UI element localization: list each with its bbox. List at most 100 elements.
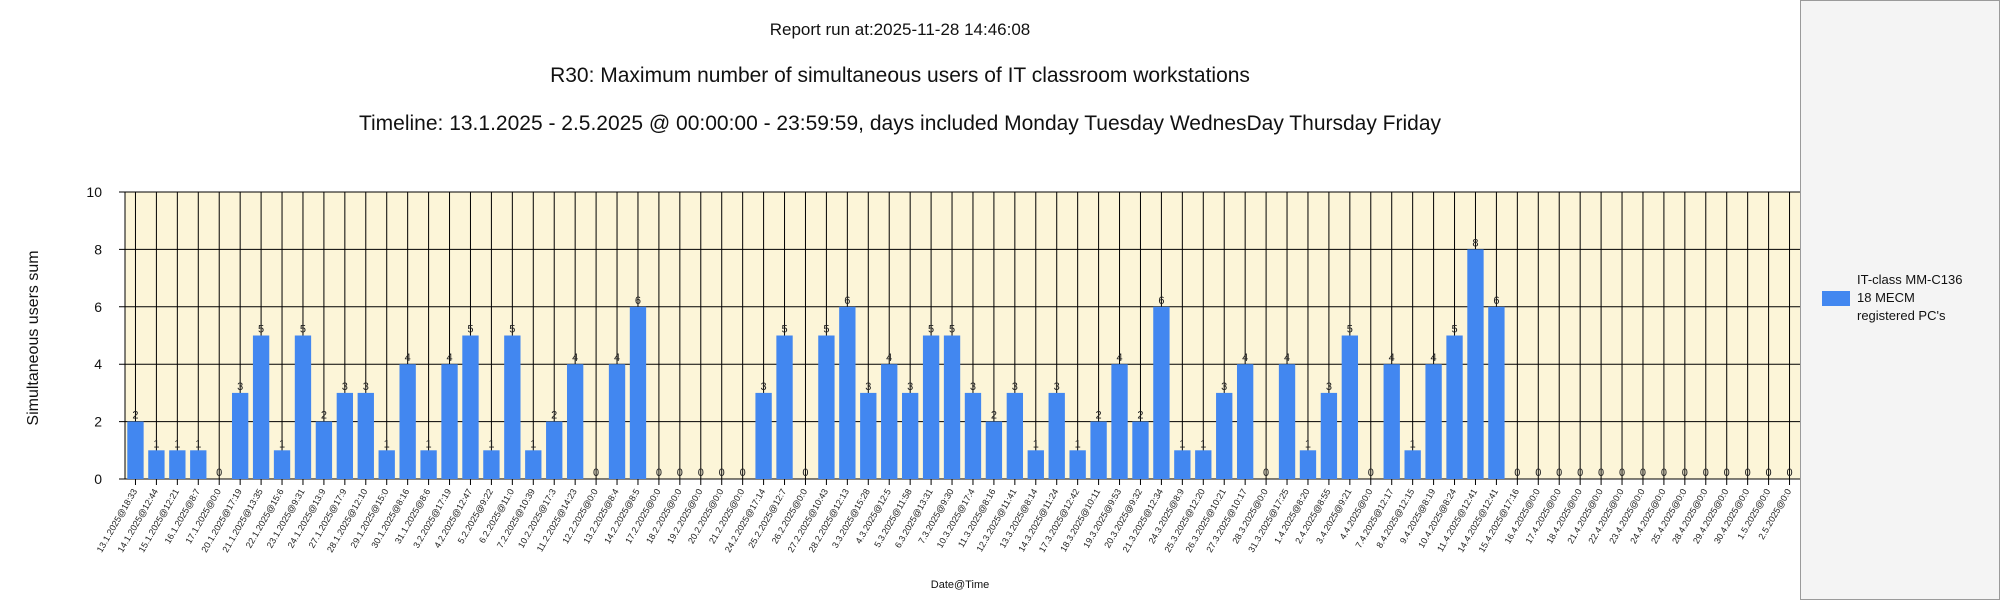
y-tick-label: 0 (94, 471, 102, 487)
bar-value-label: 3 (761, 381, 767, 393)
y-tick-label: 6 (94, 299, 102, 315)
bar (1216, 392, 1233, 479)
bar (629, 306, 647, 479)
bar-value-label: 5 (823, 324, 829, 336)
bar-value-label: 6 (844, 295, 850, 307)
report-run-time: Report run at:2025-11-28 14:46:08 (769, 20, 1031, 39)
bar-value-label: 4 (405, 352, 411, 364)
bar (1446, 335, 1463, 479)
bar (1048, 392, 1065, 479)
bar-value-label: 5 (509, 324, 515, 336)
bar-value-label: 0 (740, 467, 746, 479)
bar (546, 421, 563, 479)
bar-value-label: 0 (719, 467, 725, 479)
bar-value-label: 1 (153, 438, 159, 450)
y-tick-label: 10 (86, 184, 102, 200)
bar-value-label: 4 (1116, 352, 1122, 364)
bar-value-label: 1 (1200, 438, 1206, 450)
bar-value-labels: 2 1 1 1 0 3 5 1 5 2 3 3 1 4 1 4 5 1 5 1 2 4 0 4 6 0 0 0 0 0 3 5 0 5 6 3 4 3 5 5… (132, 237, 1792, 479)
bar-value-label: 3 (1221, 381, 1227, 393)
bar (1488, 306, 1505, 479)
legend-swatch (1822, 291, 1850, 306)
bar-value-label: 3 (865, 381, 871, 393)
bar (357, 392, 374, 479)
bar-value-label: 1 (174, 438, 180, 450)
bar (1027, 450, 1044, 479)
y-tick-label: 2 (94, 414, 102, 430)
bar-value-label: 6 (1158, 295, 1164, 307)
bar-value-label: 1 (279, 438, 285, 450)
bar (252, 335, 270, 479)
bar-value-label: 0 (1514, 467, 1520, 479)
bar (922, 335, 940, 479)
bar-value-label: 5 (949, 324, 955, 336)
legend-label: IT-class MM-C136 18 MECM registered PC's (1857, 272, 1963, 323)
bar (1132, 421, 1149, 479)
bar-value-label: 1 (1179, 438, 1185, 450)
bar-value-label: 0 (1556, 467, 1562, 479)
x-axis-title: Date@Time (931, 579, 989, 591)
bar-value-label: 4 (1242, 352, 1248, 364)
bar (127, 421, 144, 479)
x-axis-ticks: 13.1.2025@18:3314.1.2025@12:4415.1.2025@… (95, 487, 1794, 554)
bar-value-label: 1 (1305, 438, 1311, 450)
bar-value-label: 4 (614, 352, 620, 364)
bar (839, 306, 856, 479)
bar (273, 450, 291, 479)
bar-value-label: 5 (300, 324, 306, 336)
bar (776, 335, 793, 479)
y-axis-ticks: 0 2 4 6 8 10 (86, 184, 102, 487)
bar (964, 392, 982, 479)
bar (1299, 450, 1317, 479)
bar (1383, 364, 1400, 479)
bar-value-label: 0 (216, 467, 222, 479)
bar (378, 450, 395, 479)
bar-value-label: 3 (1012, 381, 1018, 393)
bar-value-label: 3 (1326, 381, 1332, 393)
bar-value-label: 2 (321, 410, 327, 422)
bar (1195, 450, 1212, 479)
bar (336, 392, 354, 479)
bar (1425, 364, 1442, 479)
bar-value-label: 0 (1535, 467, 1541, 479)
bars (127, 249, 1505, 479)
bar (1006, 392, 1024, 479)
bar-value-label: 5 (258, 324, 264, 336)
bar-value-label: 4 (1389, 352, 1395, 364)
bar (1069, 450, 1086, 479)
bar-value-label: 4 (572, 352, 578, 364)
bar (1153, 306, 1170, 479)
bar-value-label: 0 (1745, 467, 1751, 479)
bar (985, 421, 1003, 479)
bar-value-label: 8 (1472, 237, 1478, 249)
bar-value-label: 3 (342, 381, 348, 393)
bar-value-label: 0 (1619, 467, 1625, 479)
bar-value-label: 0 (593, 467, 599, 479)
bar-value-label: 0 (1368, 467, 1374, 479)
y-tick-label: 4 (94, 356, 102, 372)
bar-value-label: 0 (1577, 467, 1583, 479)
bar (420, 450, 437, 479)
bar-value-label: 4 (1431, 352, 1437, 364)
bar-value-label: 6 (635, 295, 641, 307)
bar-value-label: 1 (195, 438, 201, 450)
bar-value-label: 0 (677, 467, 683, 479)
bar-value-label: 5 (1451, 324, 1457, 336)
bar (860, 392, 877, 479)
bar (504, 335, 521, 479)
bar (943, 335, 961, 479)
bar-value-label: 2 (1096, 410, 1102, 422)
bar-value-label: 5 (781, 324, 787, 336)
bar (1111, 364, 1128, 479)
bar-value-label: 1 (488, 438, 494, 450)
bar-value-label: 0 (1682, 467, 1688, 479)
bar-value-label: 0 (1766, 467, 1772, 479)
bar (1320, 392, 1338, 479)
bar-value-label: 1 (426, 438, 432, 450)
bar (231, 392, 249, 479)
bar-value-label: 4 (886, 352, 892, 364)
bar-value-label: 6 (1493, 295, 1499, 307)
y-tick-label: 8 (94, 241, 102, 257)
bar-value-label: 0 (1640, 467, 1646, 479)
bar-value-label: 1 (530, 438, 536, 450)
